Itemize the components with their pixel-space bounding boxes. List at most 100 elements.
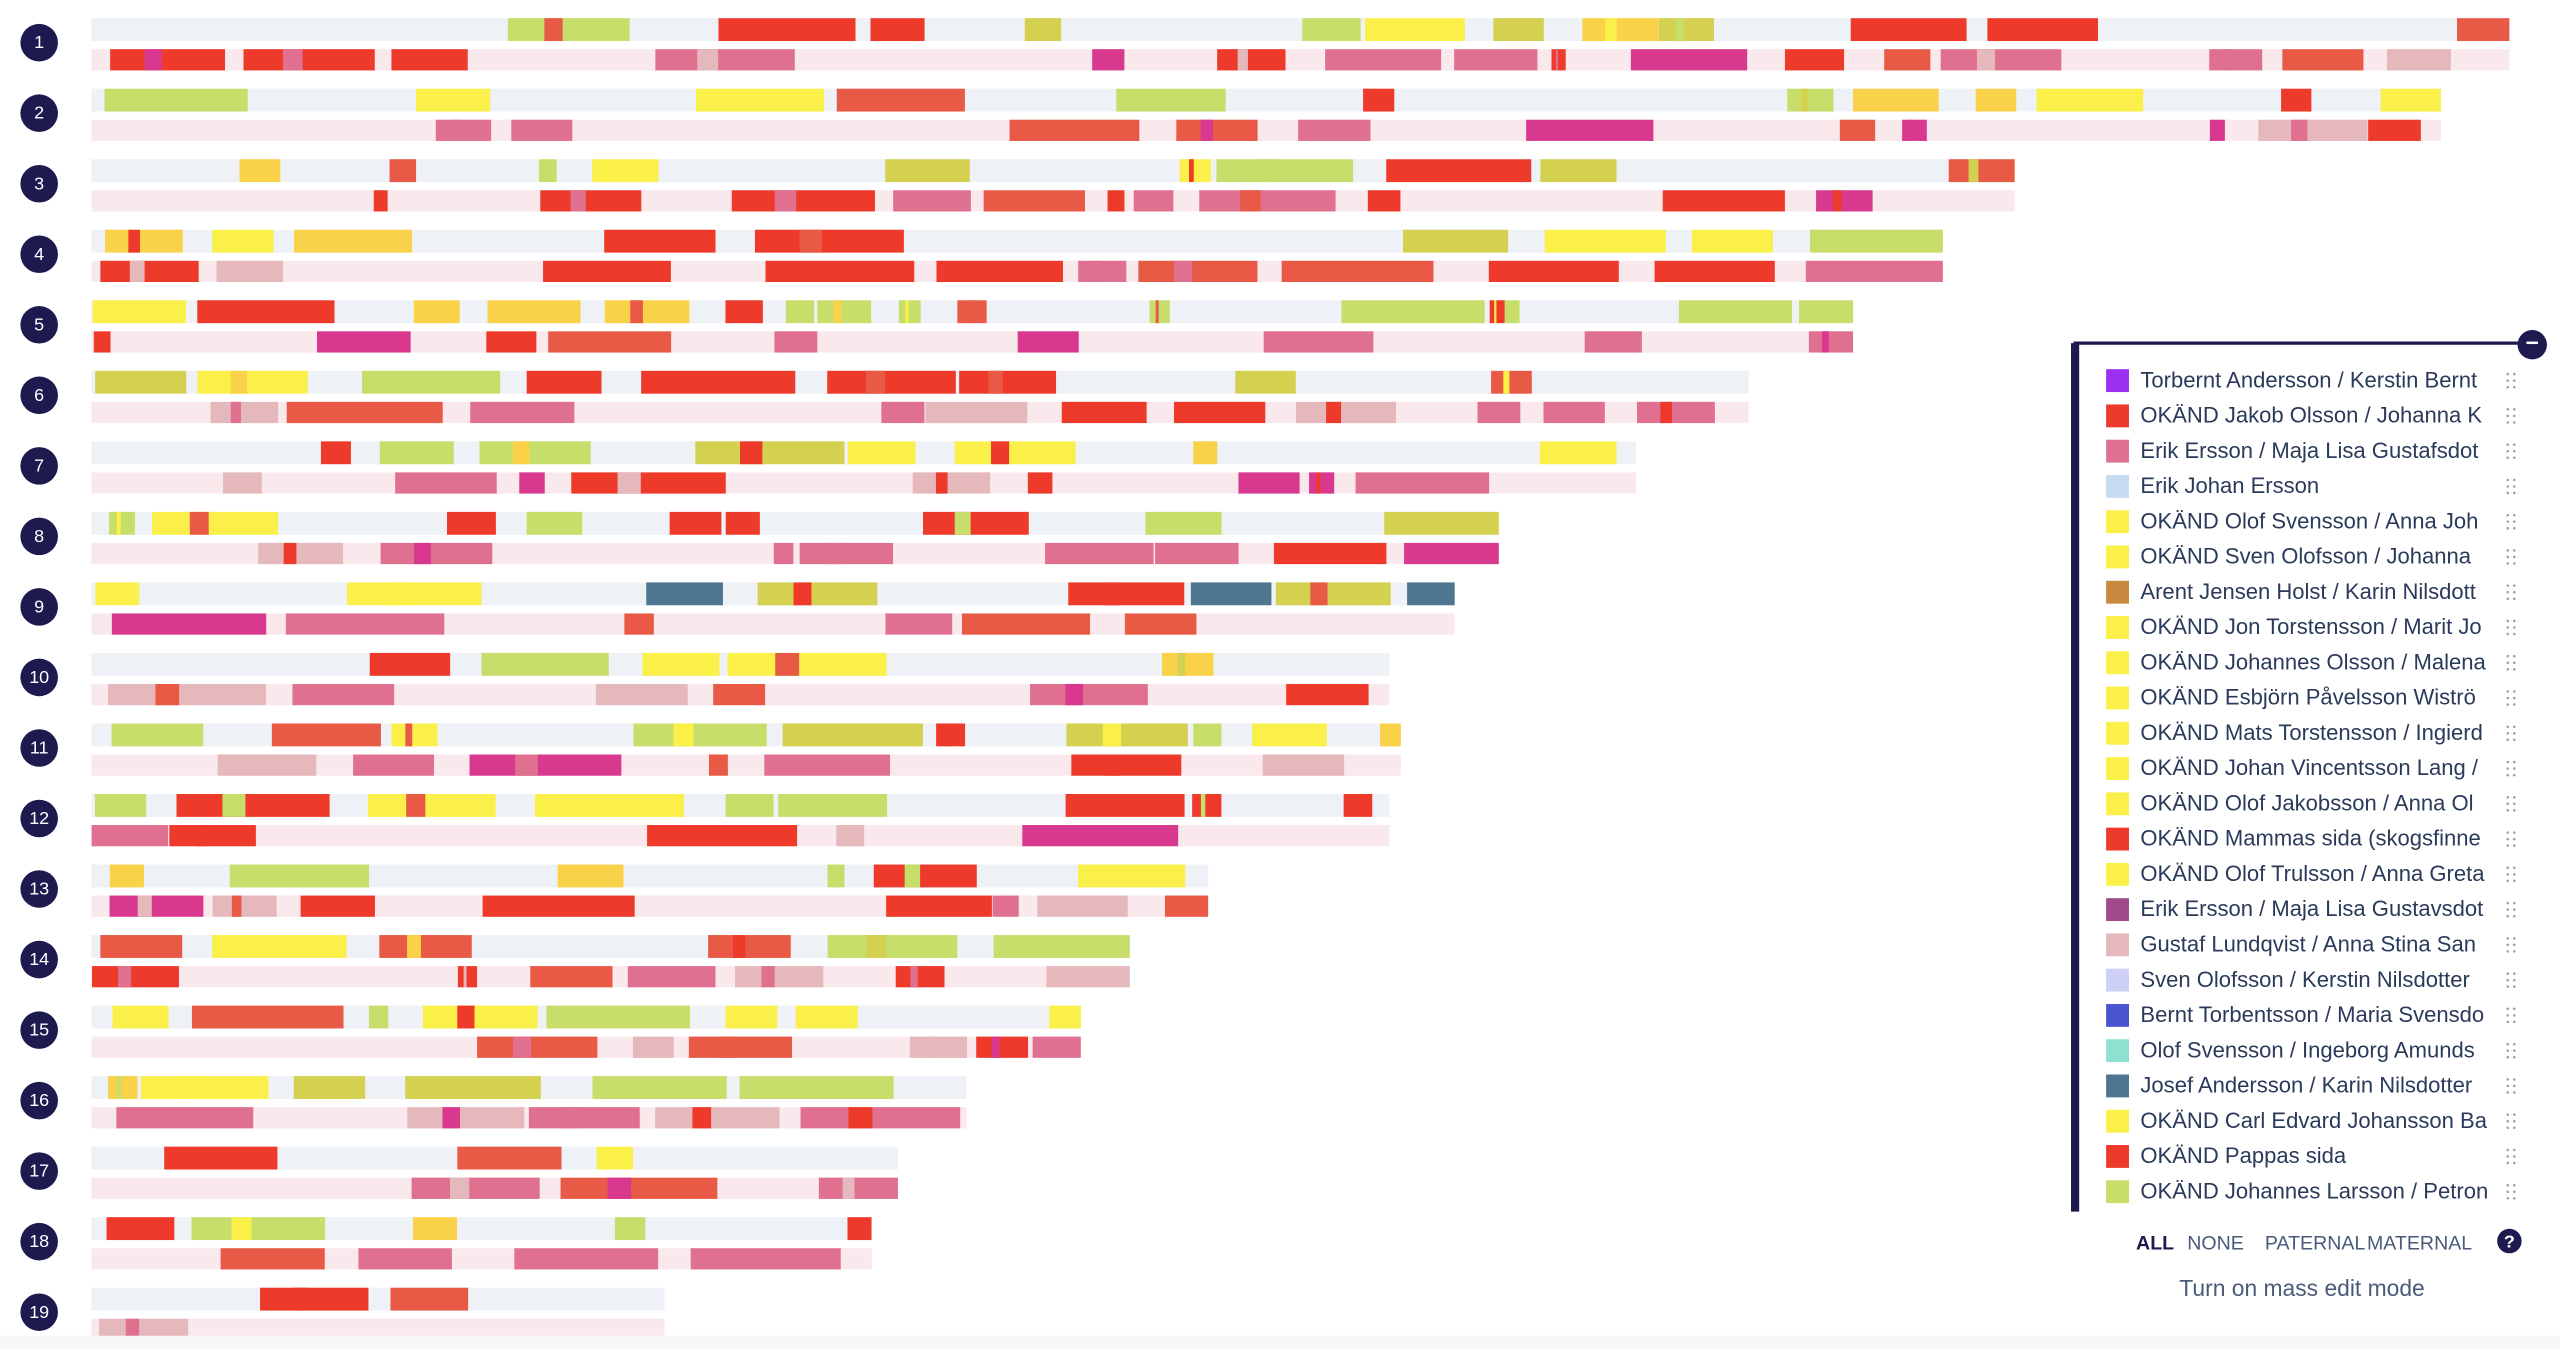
maternal-segment [216, 260, 284, 283]
chromosome-row: 17 [20, 1146, 898, 1199]
maternal-segment [1237, 49, 1248, 71]
paternal-segment [708, 935, 791, 958]
drag-dot [2512, 385, 2516, 389]
maternal-segment [1092, 260, 1100, 283]
legend-item[interactable]: OKÄND Jakob Olsson / Johanna K [2106, 403, 2482, 428]
paternal-segment [1193, 723, 1222, 747]
legend-label: OKÄND Johannes Larsson / Petron [2140, 1178, 2488, 1203]
filter-button[interactable]: NONE [2187, 1232, 2244, 1254]
maternal-segment [836, 825, 865, 847]
legend-item[interactable]: OKÄND Mats Torstensson / Ingierd [2106, 720, 2483, 745]
filter-button[interactable]: ALL [2136, 1232, 2174, 1254]
maternal-segment [300, 895, 375, 917]
legend-swatch [2106, 1003, 2129, 1027]
paternal-segment [231, 1217, 252, 1241]
maternal-segment [1660, 401, 1673, 424]
drag-dot [2506, 1049, 2510, 1052]
legend-item[interactable]: Bernt Torbentsson / Maria Svensdo [2106, 1002, 2484, 1027]
maternal-segment [1805, 260, 1943, 283]
maternal-segment [109, 895, 204, 917]
maternal-segment [220, 1248, 325, 1270]
maternal-segment [1046, 966, 1130, 988]
paternal-segment [1363, 88, 1395, 112]
legend-item[interactable]: Arent Jensen Holst / Karin Nilsdott [2106, 579, 2476, 604]
chromosome-row: 6 [20, 370, 1749, 424]
legend-label: OKÄND Olof Svensson / Anna Joh [2140, 508, 2478, 533]
filter-button[interactable]: MATERNAL [2367, 1232, 2472, 1254]
legend-item[interactable]: OKÄND Johannes Larsson / Petron [2106, 1178, 2488, 1203]
maternal-segment [925, 401, 1028, 424]
chromosome-badge [20, 235, 58, 274]
paternal-segment [1145, 511, 1222, 535]
chromosome-row: 9 [20, 582, 1455, 635]
legend-label: OKÄND Johan Vincentsson Lang / [2140, 755, 2478, 780]
drag-dot [2512, 408, 2516, 411]
paternal-segment [239, 159, 281, 183]
legend-item[interactable]: Erik Ersson / Maja Lisa Gustavsdot [2106, 896, 2483, 921]
maternal-segment [519, 472, 545, 494]
legend-item[interactable]: OKÄND Olof Jakobsson / Anna Ol [2106, 790, 2473, 815]
paternal-segment [1201, 723, 1206, 747]
chromosome-number: 8 [34, 526, 44, 546]
legend-swatch [2106, 510, 2129, 534]
drag-dot [2506, 760, 2510, 764]
legend-item[interactable]: OKÄND Jon Torstensson / Marit Jo [2106, 614, 2482, 639]
maternal-segment [482, 895, 635, 917]
paternal-segment [260, 1287, 369, 1311]
legend-item[interactable]: OKÄND Sven Olofsson / Johanna [2106, 544, 2472, 569]
drag-dot [2512, 1091, 2516, 1094]
legend-item[interactable]: OKÄND Olof Svensson / Anna Joh [2106, 508, 2478, 533]
maternal-segment [210, 401, 279, 424]
legend-item[interactable]: OKÄND Johan Vincentsson Lang / [2106, 755, 2479, 780]
maternal-segment [116, 1107, 254, 1129]
paternal-segment [191, 1217, 326, 1241]
paternal-segment [646, 582, 723, 606]
paternal-segment [1678, 300, 1792, 324]
drag-dot [2506, 1148, 2510, 1152]
legend-label: OKÄND Jon Torstensson / Marit Jo [2140, 614, 2481, 639]
paternal-segment [320, 441, 351, 465]
legend-item[interactable]: OKÄND Olof Trulsson / Anna Greta [2106, 861, 2485, 886]
paternal-segment [725, 794, 774, 817]
paternal-segment [487, 300, 581, 324]
legend-swatch [2106, 862, 2129, 886]
legend-item[interactable]: Sven Olofsson / Kerstin Nilsdotter [2106, 967, 2470, 992]
chromosome-badge [20, 940, 58, 979]
paternal-segment [641, 370, 796, 394]
mass-edit-link[interactable]: Turn on mass edit mode [2179, 1275, 2424, 1301]
legend-item[interactable]: OKÄND Johannes Olsson / Malena [2106, 649, 2486, 674]
legend-item[interactable]: Erik Ersson / Maja Lisa Gustafsdot [2106, 438, 2478, 463]
legend-item[interactable]: Gustaf Lundqvist / Anna Stina San [2106, 932, 2476, 957]
drag-handles [2506, 372, 2516, 1200]
paternal-segment [1787, 88, 1834, 112]
legend-swatch [2106, 1109, 2129, 1133]
paternal-segment [92, 300, 187, 324]
legend-item[interactable]: Josef Andersson / Karin Nilsdotter [2106, 1073, 2472, 1098]
paternal-segment [176, 794, 330, 817]
legend-item[interactable]: OKÄND Mammas sida (skogsfinne [2106, 826, 2481, 851]
help-button[interactable]: ? [2497, 1228, 2522, 1254]
legend-item[interactable]: Olof Svensson / Ingeborg Amunds [2106, 1037, 2475, 1062]
legend-item[interactable]: Torbernt Andersson / Kerstin Bernt [2106, 367, 2477, 392]
maternal-segment [2209, 119, 2225, 141]
maternal-segment [688, 1036, 792, 1058]
collapse-button[interactable]: − [2517, 330, 2547, 360]
chromosome-row: 12 [20, 794, 1390, 847]
legend-swatch [2106, 1039, 2129, 1063]
maternal-segment [719, 1036, 736, 1058]
legend-item[interactable]: OKÄND Pappas sida [2106, 1143, 2347, 1168]
legend-label: OKÄND Carl Edvard Johansson Ba [2140, 1108, 2487, 1133]
filter-button[interactable]: PATERNAL [2265, 1232, 2366, 1254]
drag-dot [2506, 408, 2510, 411]
paternal-segment [1149, 300, 1170, 324]
legend-item[interactable]: OKÄND Esbjörn Påvelsson Wiströ [2106, 685, 2476, 710]
paternal-segment [1675, 18, 1684, 42]
legend-item[interactable]: Erik Johan Ersson [2106, 473, 2319, 498]
legend-item[interactable]: OKÄND Carl Edvard Johansson Ba [2106, 1108, 2488, 1133]
paternal-segment [1200, 794, 1206, 817]
paternal-segment [669, 511, 722, 535]
drag-dot [2512, 478, 2516, 482]
maternal-segment [595, 683, 688, 706]
paternal-segment [827, 370, 956, 394]
paternal-segment [866, 935, 886, 958]
